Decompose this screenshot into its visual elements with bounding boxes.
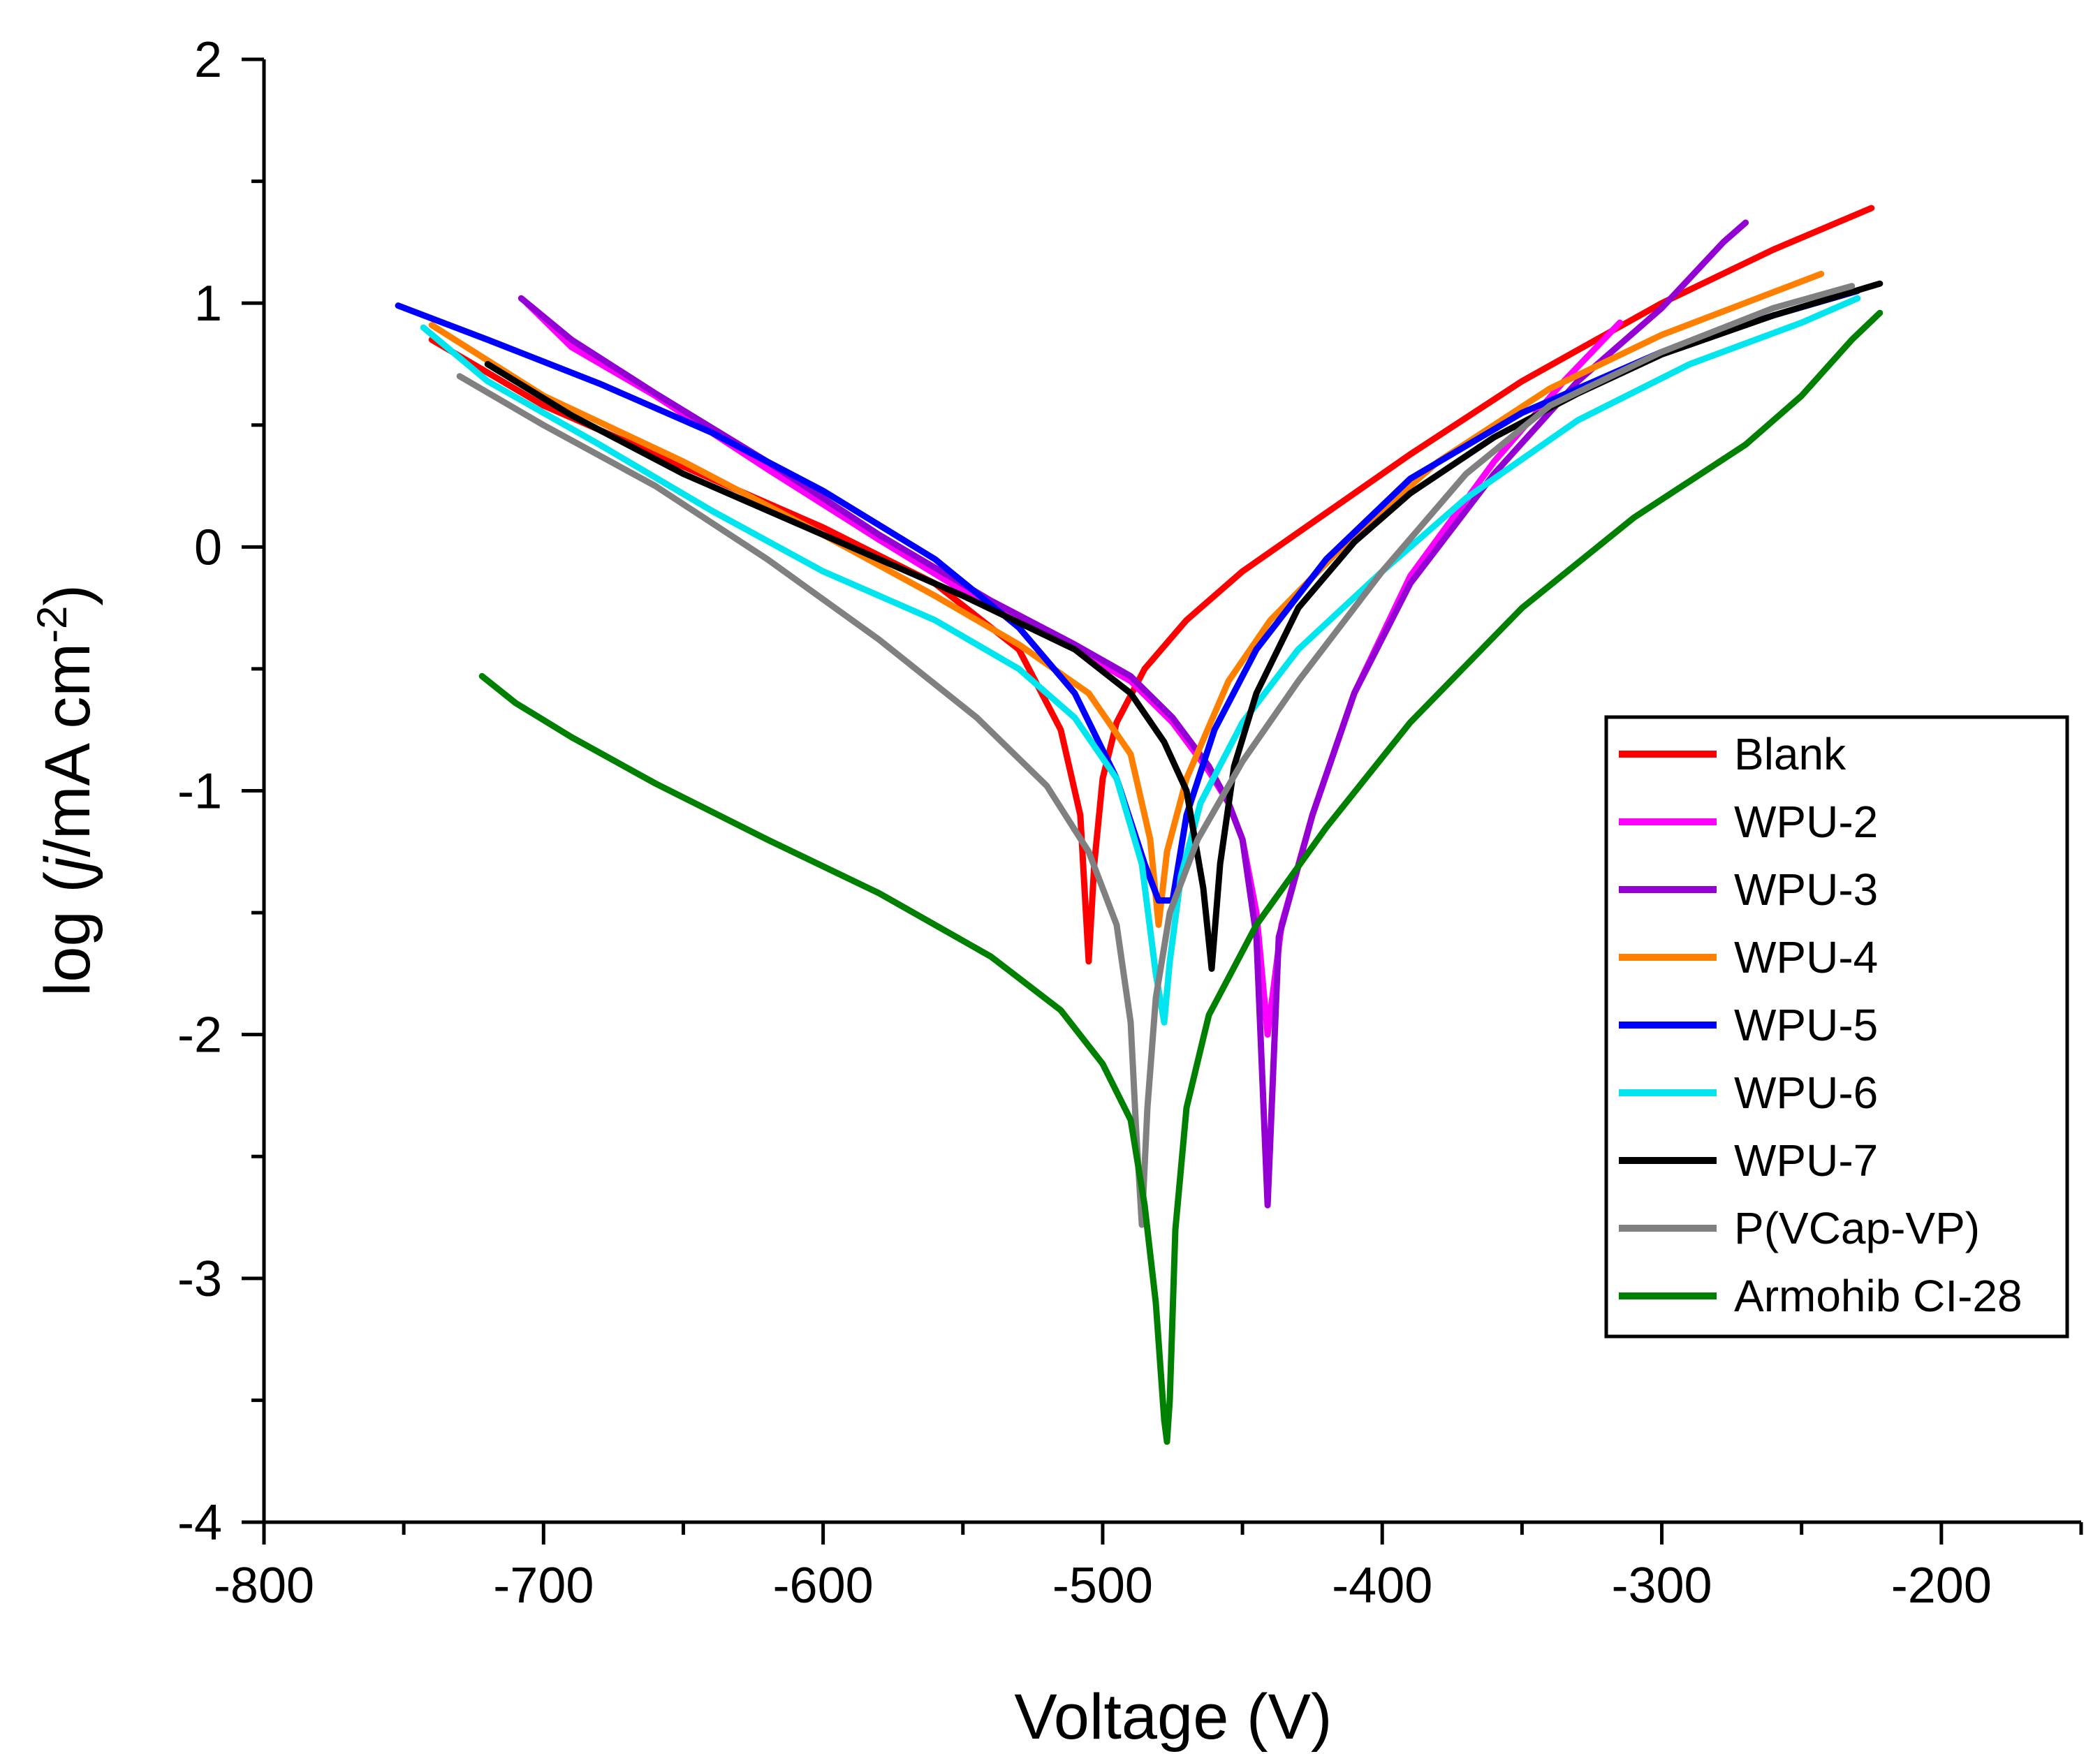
y-axis-label-sup: -2 [29, 606, 75, 643]
x-tick-label: -700 [493, 1558, 594, 1614]
series-line-wpu-6 [420, 295, 1861, 1026]
x-tick-label: -800 [214, 1558, 314, 1614]
y-tick-label: 0 [194, 519, 222, 575]
series-line-wpu-3 [517, 219, 1749, 1209]
y-tick-label: -3 [177, 1251, 222, 1307]
x-tick-label: -200 [1891, 1558, 1992, 1614]
x-tick-label: -400 [1332, 1558, 1432, 1614]
legend-label-armohib-ci-28: Armohib CI-28 [1734, 1271, 2022, 1321]
y-tick-label: -1 [177, 764, 222, 820]
y-tick-label: 1 [194, 276, 222, 332]
x-axis-ticks: -800 -700 -600 -500 -400 -300 -200 [214, 1522, 2083, 1614]
legend-label-wpu-6: WPU-6 [1734, 1068, 1878, 1118]
y-axis-label-mid: /mA cm [32, 643, 103, 857]
series-line-blank [428, 205, 1875, 965]
legend-label-wpu-7: WPU-7 [1734, 1135, 1878, 1186]
legend-label-wpu-4: WPU-4 [1734, 932, 1878, 982]
legend-label-wpu-3: WPU-3 [1734, 864, 1878, 915]
x-axis-label: Voltage (V) [1014, 1681, 1332, 1753]
series-line-p-vcap-vp [456, 283, 1856, 1228]
x-tick-label: -500 [1052, 1558, 1153, 1614]
series-layer [395, 205, 1884, 1445]
legend-label-wpu-5: WPU-5 [1734, 1000, 1878, 1050]
x-tick-label: -600 [773, 1558, 874, 1614]
y-axis-label-prefix: log ( [32, 871, 103, 996]
series-line-armohib-ci-28 [478, 309, 1884, 1445]
y-tick-label: 2 [194, 32, 222, 88]
legend-label-blank: Blank [1734, 729, 1846, 779]
x-tick-label: -300 [1611, 1558, 1712, 1614]
y-tick-label: -4 [177, 1495, 222, 1551]
legend: Blank WPU-2 WPU-3 WPU-4 WPU-5 WPU-6 WPU-7 P(VCa… [1604, 715, 2069, 1339]
legend-label-p-vcap-vp: P(VCap-VP) [1734, 1203, 1980, 1253]
y-tick-label: -2 [177, 1008, 222, 1063]
y-axis-label-suffix: ) [32, 584, 103, 606]
y-axis-ticks: -4 -3 -2 -1 0 1 2 [177, 32, 264, 1551]
legend-label-wpu-2: WPU-2 [1734, 797, 1878, 847]
series-line-wpu-5 [395, 288, 1861, 904]
y-axis-label: log (j/mA cm-2) [29, 584, 104, 996]
